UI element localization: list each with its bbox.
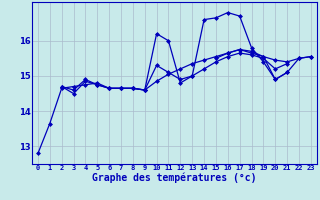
X-axis label: Graphe des températures (°c): Graphe des températures (°c)	[92, 173, 257, 183]
